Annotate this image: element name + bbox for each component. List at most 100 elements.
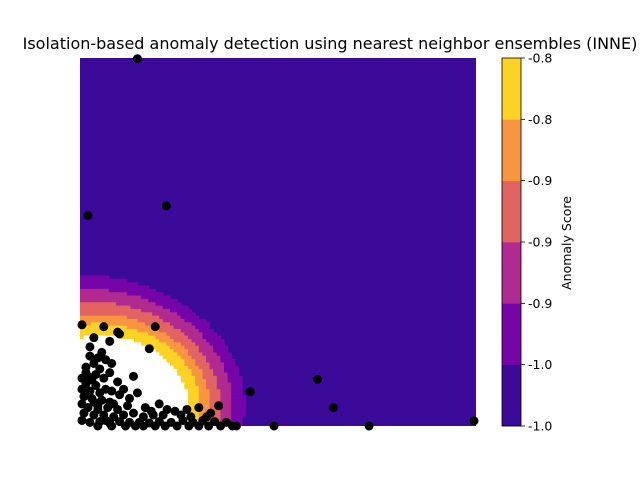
contour-cell [137, 362, 142, 367]
contour-cell [224, 392, 229, 397]
data-point [194, 421, 204, 431]
contour-cell [152, 362, 157, 367]
contour-cell [220, 355, 225, 360]
colorbar-band [502, 242, 521, 304]
contour-cell [238, 419, 243, 424]
contour-cell [90, 282, 95, 287]
contour-cell [198, 385, 203, 390]
contour-cell [166, 325, 171, 330]
contour-cell [216, 339, 221, 343]
contour-cell [206, 352, 211, 357]
contour-cell [155, 318, 160, 323]
contour-cell [87, 412, 92, 417]
contour-cell [177, 395, 182, 400]
contour-cell [119, 339, 124, 343]
contour-cell [159, 328, 164, 333]
contour-cell [209, 385, 214, 390]
contour-cell [234, 399, 239, 404]
contour-cell [216, 375, 221, 380]
contour-cell [126, 352, 131, 357]
contour-cell [162, 295, 167, 300]
contour-cell [159, 308, 164, 313]
contour-cell [162, 365, 167, 370]
contour-cell [166, 355, 171, 360]
contour-cell [130, 369, 135, 374]
contour-cell [238, 412, 243, 417]
data-point [113, 377, 123, 387]
contour-cell [119, 315, 124, 320]
contour-cell [148, 325, 153, 330]
contour-cell [216, 345, 221, 350]
contour-cell [98, 302, 103, 307]
contour-cell [137, 302, 142, 307]
contour-cell [184, 349, 189, 353]
contour-cell [159, 362, 164, 367]
contour-cell [130, 415, 135, 420]
data-point [204, 421, 214, 431]
contour-cell [134, 282, 139, 287]
contour-cell [180, 305, 185, 310]
contour-cell [116, 318, 121, 323]
contour-cell [234, 382, 239, 387]
contour-cell [220, 415, 225, 420]
contour-cell [144, 292, 149, 297]
contour-cell [130, 322, 135, 327]
contour-cell [224, 375, 229, 380]
contour-cell [144, 325, 149, 330]
contour-cell [116, 285, 121, 290]
contour-cell [177, 405, 182, 410]
contour-cell [195, 372, 200, 377]
contour-cell [155, 349, 160, 353]
contour-cell [231, 412, 236, 417]
contour-cell [98, 315, 103, 320]
contour-cell [191, 372, 196, 377]
contour-cell [155, 302, 160, 307]
contour-cell [116, 308, 121, 313]
contour-cell [80, 352, 85, 357]
contour-cell [170, 308, 175, 313]
contour-cell [242, 399, 247, 404]
contour-cell [191, 345, 196, 350]
data-point [93, 421, 103, 431]
contour-cell [83, 339, 88, 343]
contour-cell [170, 369, 175, 374]
contour-cell [202, 382, 207, 387]
contour-cell [202, 385, 207, 390]
contour-cell [87, 305, 92, 310]
contour-cell [173, 318, 178, 323]
contour-cell [123, 325, 128, 330]
contour-cell [159, 312, 164, 317]
contour-cell [162, 355, 167, 360]
contour-cell [155, 392, 160, 397]
contour-cell [202, 318, 207, 323]
contour-cell [173, 315, 178, 320]
contour-cell [152, 392, 157, 397]
contour-cell [227, 355, 232, 360]
contour-cell [101, 345, 106, 350]
contour-cell [198, 345, 203, 350]
contour-cell [123, 328, 128, 333]
contour-cell [116, 288, 121, 293]
contour-cell [148, 305, 153, 310]
contour-cell [188, 349, 193, 353]
contour-cell [90, 308, 95, 313]
contour-cell [98, 385, 103, 390]
contour-cell [112, 395, 117, 400]
contour-cell [209, 372, 214, 377]
data-point [161, 201, 171, 211]
contour-cell [209, 405, 214, 410]
contour-cell [162, 335, 167, 340]
contour-cell [159, 389, 164, 394]
data-point [119, 410, 129, 420]
contour-cell [141, 288, 146, 293]
contour-cell [141, 355, 146, 360]
contour-cell [213, 382, 218, 387]
data-point [231, 421, 241, 431]
contour-cell [209, 399, 214, 404]
contour-cell [137, 372, 142, 377]
contour-cell [206, 355, 211, 360]
contour-cell [141, 372, 146, 377]
contour-cell [87, 308, 92, 313]
contour-cell [198, 365, 203, 370]
contour-cell [159, 305, 164, 310]
